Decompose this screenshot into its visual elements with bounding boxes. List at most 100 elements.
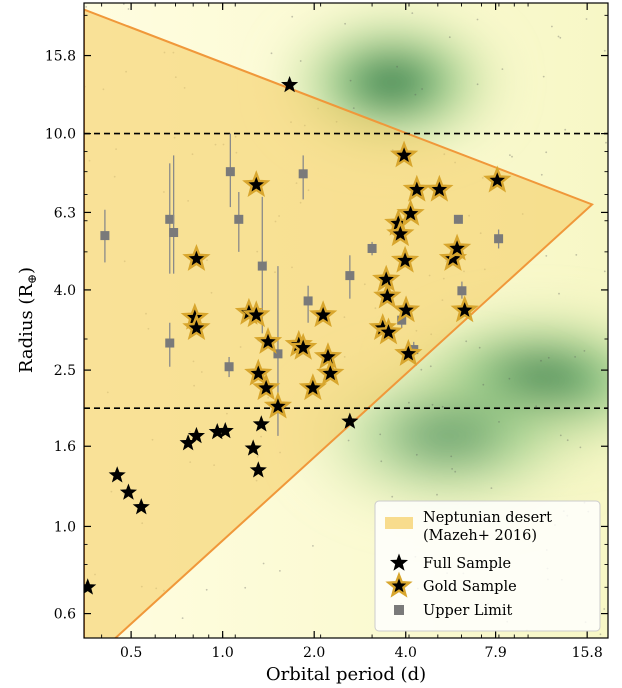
legend-marker-upper	[394, 605, 404, 615]
background-point	[127, 8, 130, 10]
full-sample-point	[216, 421, 234, 439]
upper-limit-point	[457, 286, 467, 296]
background-point	[270, 52, 273, 55]
full-sample-point	[187, 426, 205, 444]
background-point	[566, 439, 569, 442]
gold-sample-point	[182, 313, 211, 341]
gold-sample-point	[394, 338, 423, 366]
background-point	[547, 356, 550, 359]
y-axis-label: Radius (R⊕)	[16, 267, 39, 373]
background-point	[429, 365, 432, 368]
upper-limit-point	[169, 228, 179, 238]
gold-sample-point	[483, 165, 512, 193]
gold-sample-point	[298, 373, 327, 401]
density-core	[351, 58, 432, 106]
background-point	[540, 359, 542, 362]
density-core	[393, 407, 503, 465]
upper-limit-points	[100, 133, 504, 436]
background-point	[508, 377, 511, 380]
background-point	[558, 292, 560, 295]
gold-sample-point	[402, 174, 431, 202]
x-tick-label: 15.8	[572, 645, 603, 661]
full-sample-point	[208, 422, 226, 440]
full-sample-point	[341, 412, 359, 429]
background-point	[312, 545, 314, 547]
background-point	[414, 93, 417, 96]
background-point	[352, 107, 355, 109]
gold-sample-points	[180, 140, 512, 419]
y-tick-label: 1.6	[54, 439, 76, 455]
plot-frame	[83, 2, 609, 639]
background-point	[380, 460, 383, 463]
x-tick-label: 0.5	[120, 645, 142, 661]
plot-area	[84, 3, 608, 638]
background-point	[436, 493, 438, 496]
background-point	[535, 405, 538, 408]
y-tick-label: 0.6	[54, 607, 76, 623]
gold-sample-point	[242, 170, 271, 197]
full-sample-point	[132, 498, 150, 515]
background-point	[450, 455, 453, 458]
background-point	[420, 368, 423, 371]
background-point	[391, 495, 394, 498]
legend-desert-line-1: Neptunian desert	[423, 510, 552, 526]
background-point	[603, 270, 606, 273]
background-point	[603, 608, 606, 610]
gold-sample-point	[373, 281, 402, 309]
x-tick-label: 7.9	[484, 645, 506, 661]
background-point	[262, 562, 265, 565]
background-point	[454, 470, 457, 473]
y-tick-label: 10.0	[45, 127, 76, 143]
full-sample-point	[108, 466, 126, 483]
background-point	[575, 254, 578, 256]
legend: Neptunian desert (Mazeh+ 2016) Full Sampl…	[374, 500, 601, 632]
gold-sample-point	[396, 198, 425, 226]
background-point	[379, 433, 382, 436]
background-point	[574, 356, 576, 358]
y-tick-label: 6.3	[54, 205, 76, 221]
legend-label-desert: Neptunian desert (Mazeh+ 2016)	[423, 510, 552, 544]
y-axis-label-main: Radius (R	[16, 284, 37, 374]
x-axis-label: Orbital period (d)	[266, 664, 426, 685]
background-point	[476, 83, 479, 86]
gold-sample-point	[313, 342, 343, 369]
background-point	[511, 155, 513, 158]
background-point	[181, 617, 184, 619]
background-point	[559, 36, 562, 39]
background-point	[85, 6, 88, 8]
background-point	[599, 633, 602, 636]
full-sample-point	[244, 439, 262, 456]
background-point	[465, 340, 468, 343]
background-point	[349, 79, 352, 82]
background-point	[490, 487, 493, 489]
upper-limit-point	[494, 234, 504, 244]
background-point	[545, 255, 548, 257]
upper-limit-point	[397, 315, 407, 325]
full-sample-point	[281, 75, 299, 93]
background-point	[415, 453, 418, 456]
background-point	[205, 588, 208, 591]
x-axis-ticks: 0.5 1.0 2.0 4.0 7.9 15.8	[101, 3, 603, 661]
gold-sample-point	[391, 295, 421, 323]
y-tick-label: 2.5	[54, 363, 76, 379]
reference-lines	[84, 132, 608, 409]
legend-swatch-desert	[385, 517, 413, 529]
background-point	[441, 405, 444, 408]
gold-sample-point	[253, 327, 283, 354]
full-sample-point	[119, 483, 137, 500]
background-point	[431, 403, 434, 406]
neptunian-desert-region	[84, 8, 594, 638]
upper-limit-point	[225, 167, 235, 177]
y-tick-label: 4.0	[54, 283, 76, 299]
background-point	[291, 15, 294, 18]
background-point	[476, 18, 479, 21]
background-point	[279, 570, 281, 572]
background-point	[411, 12, 414, 15]
upper-limit-point	[298, 169, 308, 179]
legend-marker-gold	[385, 571, 413, 598]
upper-limit-point	[273, 349, 283, 359]
full-sample-point	[84, 578, 97, 595]
gold-sample-point	[374, 317, 403, 345]
gold-sample-point	[252, 373, 281, 401]
